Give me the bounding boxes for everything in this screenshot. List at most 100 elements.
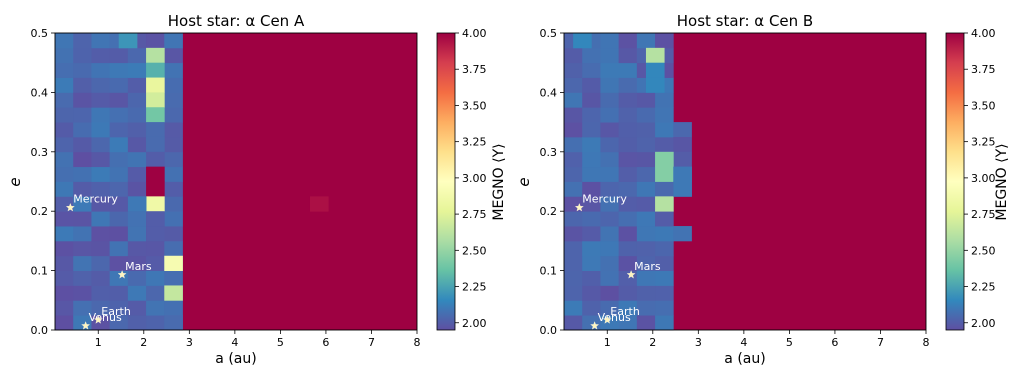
heatmap-cell [564, 47, 583, 64]
heatmap-cell [146, 270, 165, 286]
heatmap-cell [618, 62, 638, 78]
colorbar-gradient [946, 33, 964, 330]
heatmap-cell [673, 226, 692, 242]
heatmap-cell [164, 107, 183, 123]
planet-label: Mercury [73, 193, 118, 206]
heatmap-cell [600, 77, 620, 93]
y-tick-label: 0.3 [540, 146, 558, 159]
heatmap-cell [636, 181, 656, 197]
colorbar-tick-label: 2.00 [462, 317, 487, 330]
x-tick-label: 2 [140, 336, 147, 349]
heatmap-cell [655, 255, 674, 271]
planet-label: Earth [610, 305, 640, 318]
x-tick-label: 3 [186, 336, 193, 349]
heatmap-cell [564, 136, 583, 153]
heatmap-cell [146, 285, 165, 301]
heatmap-cell [55, 285, 74, 301]
colorbar-gradient [437, 33, 455, 330]
heatmap-cell [127, 315, 147, 331]
heatmap-cell [655, 181, 674, 197]
heatmap-cell [73, 107, 92, 123]
heatmap-cell [164, 255, 183, 271]
colorbar-tick-label: 2.50 [971, 244, 996, 257]
heatmap-cell [91, 77, 111, 93]
heatmap-cell [91, 226, 111, 242]
heatmap-cell [127, 181, 147, 197]
heatmap-cell [564, 270, 583, 286]
heatmap-cell [600, 181, 620, 197]
heatmap-cell [164, 270, 183, 286]
heatmap-cell [146, 136, 165, 153]
heatmap-cell [655, 285, 674, 301]
heatmap-cell [146, 300, 165, 316]
planet-label: Earth [101, 305, 131, 318]
heatmap-cell [618, 226, 638, 242]
heatmap-cell [127, 211, 147, 227]
heatmap-cell [600, 240, 620, 257]
x-tick-label: 5 [277, 336, 284, 349]
heatmap-cell [91, 107, 111, 123]
heatmap-cell [636, 240, 656, 257]
heatmap-cell [618, 285, 638, 301]
heatmap-cell [600, 300, 620, 316]
heatmap-cell [582, 107, 601, 123]
heatmap-cell [636, 92, 656, 108]
heatmap-cell [618, 166, 638, 182]
x-tick-label: 3 [695, 336, 702, 349]
x-axis-label: a (au) [215, 351, 256, 367]
heatmap-cell [600, 33, 620, 49]
heatmap-cell [564, 92, 583, 108]
colorbar-label: MEGNO ⟨Y⟩ [491, 143, 507, 220]
heatmap-cell [655, 226, 674, 242]
heatmap-cell [582, 92, 601, 108]
heatmap-cell [673, 136, 692, 153]
heatmap-cell [564, 62, 583, 78]
heatmap-cell [73, 136, 92, 153]
planet-label: Mars [125, 260, 152, 273]
heatmap-cell [618, 77, 638, 93]
heatmap-cell [636, 107, 656, 123]
heatmap-cell [91, 33, 111, 49]
y-tick-label: 0.0 [540, 324, 558, 337]
heatmap-cell [600, 255, 620, 271]
x-tick-label: 1 [604, 336, 611, 349]
heatmap-cell [582, 196, 601, 212]
heatmap-cell [636, 285, 656, 301]
heatmap-cell [600, 226, 620, 242]
heatmap-cell [55, 181, 74, 197]
heatmap-cell [600, 107, 620, 123]
heatmap-cell [618, 107, 638, 123]
heatmap-cell [91, 240, 111, 257]
heatmap-cell [164, 285, 183, 301]
heatmap-cell [582, 211, 601, 227]
heatmap-cell [146, 151, 165, 168]
colorbar-frame [945, 32, 965, 331]
heatmap-cell [636, 211, 656, 227]
heatmap-cell [636, 315, 656, 331]
heatmap-cell [146, 255, 165, 271]
heatmap-cell [109, 151, 129, 168]
heatmap-cell [91, 92, 111, 108]
colorbar-tick-label: 2.25 [462, 281, 487, 294]
heatmap-cell [164, 315, 183, 331]
heatmap-cell [109, 77, 129, 93]
heatmap-cell [73, 255, 92, 271]
heatmap-cell [655, 211, 674, 227]
heatmap-cell [636, 300, 656, 316]
heatmap-cell [655, 107, 674, 123]
heatmap-cell [73, 270, 92, 286]
heatmap-cell [636, 270, 656, 286]
heatmap-cell [55, 62, 74, 78]
plot-frame [563, 32, 927, 331]
heatmap-cell [564, 300, 583, 316]
heatmap-cell [618, 33, 638, 49]
heatmap-cell [55, 300, 74, 316]
heatmap-cell [309, 196, 329, 212]
heatmap-cell [127, 196, 147, 212]
y-tick-label: 0.2 [31, 205, 49, 218]
heatmap-cell [582, 47, 601, 64]
heatmap-cell [636, 122, 656, 138]
heatmap-cell [55, 315, 74, 331]
heatmap-cell [73, 77, 92, 93]
heatmap-cell [618, 300, 638, 316]
